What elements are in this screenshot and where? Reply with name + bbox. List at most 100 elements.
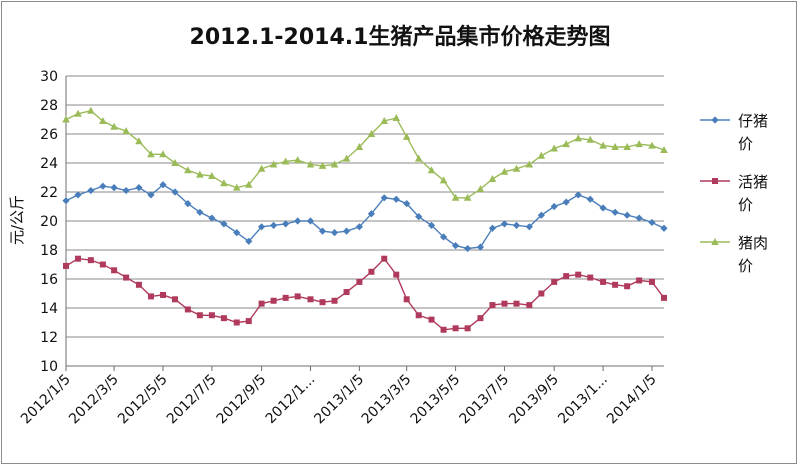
legend-label: 价 [738, 135, 753, 153]
data-point-marker [537, 151, 546, 159]
data-point-marker [574, 134, 583, 142]
data-point-marker [159, 291, 166, 298]
data-point-marker [269, 160, 278, 168]
legend-marker-swatch [712, 178, 718, 184]
data-point-marker [648, 141, 656, 149]
data-point-marker [245, 237, 253, 245]
data-point-marker [612, 281, 619, 288]
data-point-marker [307, 296, 314, 303]
data-point-marker [488, 224, 497, 232]
data-point-marker [551, 278, 558, 285]
data-point-marker [415, 312, 422, 319]
data-point-marker [184, 166, 192, 174]
data-point-marker [306, 217, 315, 225]
data-point-marker [147, 150, 155, 158]
data-point-marker [427, 221, 436, 229]
data-point-marker [171, 188, 179, 196]
legend-entry-2: 活猪价 [700, 173, 768, 214]
data-point-marker [318, 161, 327, 169]
data-point-marker [172, 296, 179, 303]
x-tick-label: 2013/9/5 [506, 372, 562, 428]
x-tick-label: 2012/7/5 [164, 372, 220, 428]
data-point-marker [599, 141, 607, 149]
data-point-marker [171, 159, 179, 166]
x-tick-label: 2014/1/5 [604, 372, 660, 428]
data-point-marker [414, 154, 423, 162]
data-point-marker [244, 180, 253, 188]
data-point-marker [122, 127, 130, 135]
data-point-marker [62, 197, 70, 205]
legend-marker-swatch [711, 116, 719, 124]
legend-label: 活猪 [738, 173, 768, 191]
data-point-marker [501, 300, 508, 307]
data-point-marker [294, 293, 301, 300]
data-point-marker [196, 312, 203, 319]
data-point-marker [330, 229, 339, 237]
data-point-marker [122, 186, 130, 195]
data-point-marker [489, 302, 496, 309]
data-point-marker [500, 167, 509, 175]
x-tick-label: 2013/1/5 [311, 372, 367, 428]
data-point-marker [208, 172, 216, 180]
x-tick-label: 2013/5/5 [408, 372, 464, 428]
data-point-marker [624, 283, 631, 290]
data-point-marker [599, 204, 607, 212]
data-point-marker [574, 191, 582, 199]
data-point-marker [488, 174, 497, 182]
x-tick-label: 2012/3/5 [66, 372, 122, 428]
data-point-marker [537, 211, 545, 219]
data-point-marker [526, 302, 533, 309]
data-point-marker [428, 316, 435, 323]
data-point-marker [111, 267, 118, 274]
data-point-marker [110, 184, 118, 192]
data-point-marker [513, 300, 520, 307]
data-point-marker [110, 122, 118, 130]
data-point-marker [123, 274, 130, 281]
data-point-marker [245, 318, 252, 325]
data-point-marker [293, 156, 302, 164]
data-point-marker [500, 220, 509, 228]
data-point-marker [587, 274, 594, 281]
data-point-marker [403, 296, 410, 303]
data-point-marker [87, 257, 94, 264]
data-point-marker [464, 325, 471, 332]
y-tick-label: 12 [40, 330, 58, 346]
data-point-marker [477, 315, 484, 322]
legend-entry-1: 仔猪价 [700, 112, 768, 153]
data-point-marker [331, 297, 338, 304]
data-point-marker [282, 220, 290, 228]
data-point-marker [294, 217, 302, 225]
data-point-marker [575, 271, 582, 278]
y-tick-label: 10 [40, 359, 58, 375]
data-point-marker [562, 198, 570, 206]
data-point-marker [99, 261, 106, 268]
data-point-marker [257, 223, 266, 231]
data-point-marker [233, 319, 240, 326]
y-tick-label: 30 [40, 69, 58, 85]
data-point-marker [586, 135, 595, 143]
legend-label: 价 [738, 196, 753, 214]
axes [65, 76, 664, 371]
data-point-marker [159, 150, 167, 158]
y-tick-label: 20 [40, 214, 58, 230]
data-point-marker [635, 140, 643, 148]
data-point-marker [368, 268, 375, 275]
data-point-marker [135, 184, 143, 192]
y-tick-label: 24 [40, 156, 58, 172]
data-point-marker [600, 278, 607, 285]
data-point-marker [611, 208, 619, 216]
data-point-marker [257, 164, 266, 172]
x-tick-label: 2013/3/5 [359, 372, 415, 428]
data-point-marker [380, 116, 389, 124]
data-point-marker [439, 176, 448, 184]
data-point-marker [258, 300, 265, 307]
data-point-marker [648, 218, 656, 227]
data-point-marker [623, 211, 631, 219]
data-point-marker [476, 185, 485, 193]
series-3 [62, 106, 668, 201]
legend-label: 仔猪 [738, 112, 768, 130]
data-point-marker [74, 109, 82, 117]
x-tick-label: 2012/9/5 [214, 372, 270, 428]
